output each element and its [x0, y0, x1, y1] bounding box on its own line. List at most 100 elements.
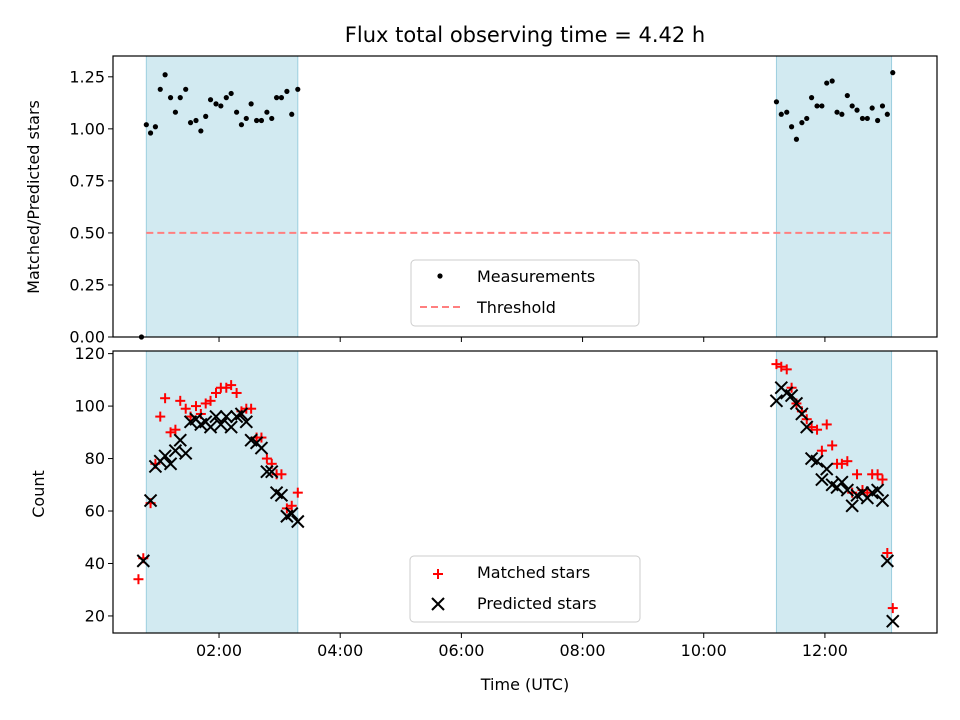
legend-label-predicted: Predicted stars — [477, 594, 597, 613]
matched-star-point — [836, 458, 847, 469]
bottom-y-ticks: 20 40 60 80 100 120 — [74, 344, 113, 625]
matched-star-point — [286, 500, 297, 511]
measurement-point — [879, 103, 886, 109]
predicted-star-point — [840, 483, 855, 497]
predicted-star-point — [214, 417, 228, 432]
predicted-star-point — [784, 388, 799, 403]
top-y-ticks: 0.00 0.25 0.50 0.75 1.00 1.25 — [69, 67, 113, 347]
observing-span-1 — [146, 351, 298, 633]
y-tick-label: 0.50 — [69, 223, 105, 242]
measurement-point — [884, 111, 890, 117]
measurement-point — [198, 128, 204, 134]
x-tick-label: 02:00 — [196, 641, 242, 660]
matched-star-point — [292, 487, 303, 498]
matched-star-point — [205, 395, 216, 406]
measurement-point — [864, 115, 870, 122]
legend-marker-matched — [433, 569, 443, 579]
measurement-point — [152, 124, 159, 130]
predicted-star-point — [291, 514, 305, 529]
bottom-legend: Matched stars Predicted stars — [409, 555, 641, 623]
measurement-point — [844, 92, 850, 99]
predicted-star-point — [203, 420, 218, 434]
matched-star-point — [180, 403, 191, 414]
measurement-point — [172, 109, 179, 115]
y-tick-label: 40 — [85, 554, 105, 573]
measurement-point — [890, 70, 896, 76]
bottom-legend-box — [409, 555, 641, 623]
predicted-star-point — [143, 493, 158, 508]
predicted-star-point — [168, 443, 183, 458]
measurement-point — [147, 130, 154, 136]
y-tick-label: 0.25 — [69, 275, 105, 294]
bottom-x-ticks: 02:00 04:00 06:00 08:00 10:00 12:00 — [196, 633, 848, 660]
measurement-point — [248, 101, 254, 107]
legend-label-measurements: Measurements — [477, 267, 595, 286]
measurement-point — [203, 113, 209, 119]
matched-star-point — [231, 387, 242, 398]
measurement-point — [278, 95, 285, 101]
matched-star-point — [211, 387, 221, 398]
measurement-point — [799, 120, 805, 126]
top-panel: 0.00 0.25 0.50 0.75 1.00 1.25 Flux total obse… — [24, 23, 938, 347]
top-legend: Measurements Threshold — [410, 259, 640, 327]
predicted-star-point — [239, 415, 254, 429]
measurement-point — [849, 103, 855, 109]
x-tick-label: 06:00 — [438, 641, 484, 660]
measurement-point — [788, 124, 795, 130]
measurement-point — [143, 122, 149, 128]
matched-star-point — [827, 440, 838, 451]
count-points — [133, 359, 900, 628]
predicted-star-point — [875, 493, 890, 508]
matched-star-point — [175, 395, 186, 406]
measurement-point — [213, 101, 219, 107]
y-tick-label: 0.00 — [69, 328, 105, 347]
bottom-y-axis-label: Count — [29, 470, 48, 518]
measurement-point — [829, 78, 835, 84]
legend-label-threshold: Threshold — [476, 298, 556, 317]
measurement-point — [839, 111, 845, 117]
matched-star-point — [261, 453, 272, 464]
top-legend-box — [410, 259, 640, 327]
measurement-point — [284, 88, 290, 94]
measurement-point — [258, 117, 265, 124]
legend-label-matched: Matched stars — [477, 563, 590, 582]
matched-star-point — [887, 603, 898, 614]
predicted-star-point — [265, 464, 279, 479]
predicted-star-point — [173, 433, 187, 447]
matched-star-point — [226, 380, 237, 391]
measurement-point — [234, 109, 240, 115]
measurement-point — [157, 86, 163, 92]
measurement-point — [167, 95, 174, 101]
measurement-point — [264, 109, 270, 115]
predicted-star-point — [158, 449, 172, 463]
y-tick-label: 1.25 — [69, 67, 105, 86]
measurement-point — [804, 115, 810, 122]
matched-star-point — [812, 424, 823, 435]
observing-span-2 — [776, 56, 892, 337]
x-tick-label: 12:00 — [802, 641, 848, 660]
measurement-point — [223, 95, 229, 101]
observing-span-1 — [146, 56, 298, 337]
predicted-star-point — [880, 554, 895, 568]
top-axes-frame — [112, 55, 938, 338]
measurement-point — [207, 97, 214, 103]
predicted-star-point — [260, 464, 274, 479]
y-tick-label: 1.00 — [69, 119, 105, 138]
y-tick-label: 80 — [85, 449, 105, 468]
y-tick-label: 120 — [74, 344, 105, 363]
predicted-star-point — [163, 457, 178, 471]
measurement-point — [808, 95, 815, 101]
x-tick-label: 04:00 — [317, 641, 363, 660]
legend-marker-measurements — [437, 273, 443, 279]
bottom-spans — [145, 351, 893, 633]
x-tick-label: 10:00 — [681, 641, 727, 660]
predicted-star-point — [815, 472, 829, 487]
x-axis-label: Time (UTC) — [480, 675, 569, 694]
top-spans — [145, 56, 893, 337]
predicted-star-point — [285, 506, 299, 521]
predicted-star-point — [820, 462, 834, 476]
predicted-star-point — [274, 488, 289, 502]
predicted-star-point — [795, 407, 809, 421]
matched-star-point — [155, 411, 166, 422]
